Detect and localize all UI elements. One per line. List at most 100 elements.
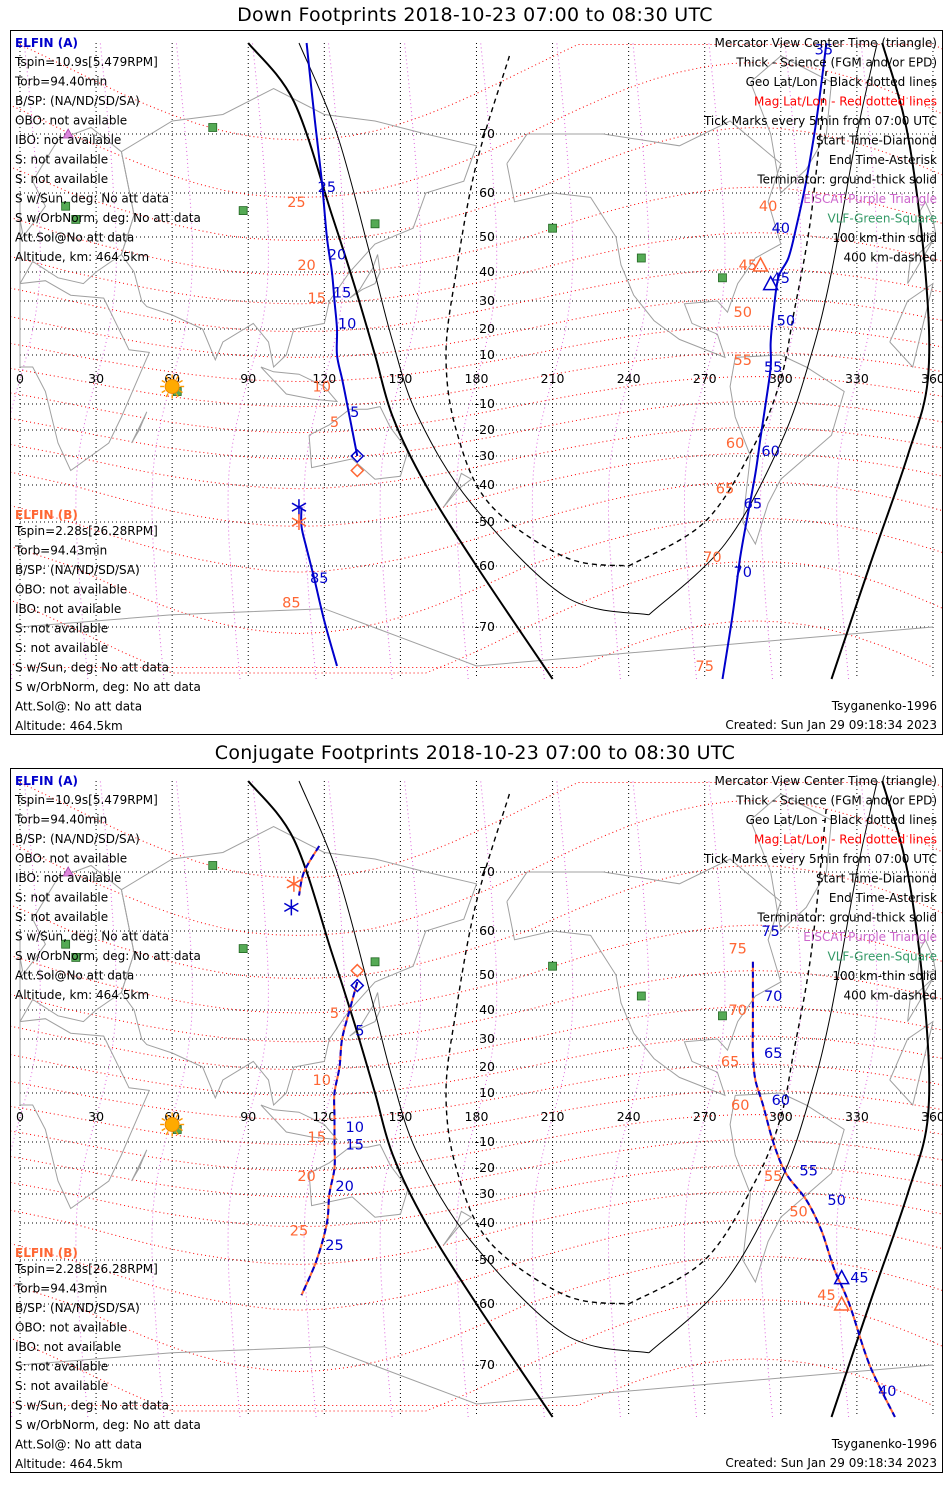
track-time-label: 40 xyxy=(772,221,790,237)
footprint-track-B xyxy=(298,845,321,896)
vlf-station-marker xyxy=(238,944,248,954)
lat-tick-label: -60 xyxy=(475,1296,495,1311)
geo-grid xyxy=(19,43,934,679)
lat-tick-label: -20 xyxy=(475,1160,495,1175)
mag-latitude-line xyxy=(19,44,942,141)
elfin-a-info-line: Torb=94.40min xyxy=(14,75,107,89)
vlf-station-marker xyxy=(636,991,646,1001)
coastline-north-america xyxy=(506,858,782,1097)
vlf-station-marker xyxy=(548,961,557,971)
coastline-north-america xyxy=(506,120,782,359)
elfin-b-info-line: Altitude: 464.5km xyxy=(15,719,123,733)
track-time-label: 55 xyxy=(764,1169,782,1185)
lon-tick-label: 180 xyxy=(465,1109,489,1124)
elfin-b-header: ELFIN (B) xyxy=(15,508,78,522)
elfin-a-header: ELFIN (A) xyxy=(15,774,78,788)
elfin-b-info-line: B/SP: (NA/ND/SD/SA) xyxy=(15,563,140,577)
elfin-a-info-line: Altitude, km: 464.5km xyxy=(15,988,149,1002)
vlf-station-marker xyxy=(718,273,727,283)
coastline-south-america xyxy=(729,1092,845,1284)
footprint-track-A-west xyxy=(751,961,896,1418)
elfin-a-info-line: Tspin=10.9s[5.479RPM] xyxy=(14,793,158,807)
coastline-uk xyxy=(19,939,24,976)
vlf-station-marker xyxy=(370,219,380,229)
elfin-a-info-line: OBO: not available xyxy=(15,114,127,128)
elfin-a-info-line: B/SP: (NA/ND/SD/SA) xyxy=(15,94,140,108)
coastline-asia xyxy=(120,825,478,1106)
ground-terminator-west xyxy=(247,42,554,680)
elfin-b-info-line: OBO: not available xyxy=(15,583,127,597)
lat-tick-label: 30 xyxy=(479,1031,495,1046)
lat-tick-label: -30 xyxy=(475,1186,495,1201)
track-time-label: 70 xyxy=(734,565,752,581)
lon-tick-label: 90 xyxy=(240,1109,256,1124)
mag-meridian-line xyxy=(379,780,422,1418)
lat-tick-label: 20 xyxy=(479,321,495,336)
lon-tick-label: 0 xyxy=(16,371,24,386)
down-panel-title: Down Footprints 2018-10-23 07:00 to 08:3… xyxy=(237,4,713,26)
center-time-triangle xyxy=(762,275,779,291)
legend-entry: Mercator View Center Time (triangle) xyxy=(715,36,937,50)
terminators xyxy=(247,780,931,1418)
track-time-label: 15 xyxy=(333,285,351,301)
lon-tick-label: 240 xyxy=(617,371,641,386)
mag-latitude-line xyxy=(11,452,942,527)
track-time-label: 25 xyxy=(287,195,305,211)
track-time-label: 55 xyxy=(799,1164,817,1180)
coastline-africa xyxy=(19,280,151,472)
mag-latitude-line xyxy=(11,1358,934,1406)
elfin-b-info-line: Torb=94.43min xyxy=(14,544,107,558)
coastlines xyxy=(19,55,937,667)
footprint-track-A-west xyxy=(721,42,828,680)
track-time-label: 60 xyxy=(726,436,744,452)
elfin-a-header: ELFIN (A) xyxy=(15,36,78,50)
legend-entry: 400 km-dashed xyxy=(843,251,937,265)
map-legend: Mercator View Center Time (triangle) Thic… xyxy=(703,774,937,1003)
lat-tick-label: 30 xyxy=(479,293,495,308)
track-time-label: 55 xyxy=(734,353,752,369)
lon-tick-label: 270 xyxy=(693,371,717,386)
conjugate-footprints-map: 0 30 60 90 120 150 180 210 240 270 300 330 360 70 60 50… xyxy=(10,768,943,1473)
legend-entry: 100 km-thin solid xyxy=(832,969,937,983)
elfin-a-info-line: S: not available xyxy=(15,910,108,924)
lat-tick-label: 50 xyxy=(479,229,495,244)
elfin-a-info-line: S w/Sun, deg: No att data xyxy=(15,930,169,944)
sun-icon xyxy=(160,1112,185,1137)
lon-tick-label: 150 xyxy=(388,371,412,386)
coastline-new-zealand xyxy=(443,1210,473,1246)
elfin-b-info: ELFIN (B) Tspin=2.28s[26.28RPM] Torb=94.43… xyxy=(14,508,201,733)
lat-tick-label: -40 xyxy=(475,477,495,492)
lat-tick-label: -70 xyxy=(475,619,495,634)
elfin-b-info-line: IBO: not available xyxy=(15,602,121,616)
lon-tick-label: 330 xyxy=(845,371,869,386)
terminator-100km-east xyxy=(648,42,878,616)
vlf-station-marker xyxy=(61,939,71,949)
elfin-a-info-line: Altitude, km: 464.5km xyxy=(15,250,149,264)
track-time-label: 15 xyxy=(307,291,325,307)
terminator-400km-east xyxy=(628,806,828,1305)
track-time-label: 85 xyxy=(310,571,328,587)
lon-tick-label: 360 xyxy=(921,371,942,386)
terminator-400km-east xyxy=(628,68,828,567)
elfin-b-info-line: S: not available xyxy=(15,1360,108,1374)
track-time-label: 45 xyxy=(739,258,757,274)
footprint-tracks xyxy=(300,42,828,680)
track-time-label: 15 xyxy=(307,1130,325,1146)
end-time-asterisk xyxy=(286,875,302,892)
lat-tick-label: 60 xyxy=(479,185,495,200)
lon-tick-label: 30 xyxy=(88,1109,104,1124)
mag-meridian-line xyxy=(531,42,574,680)
footprint-track-A-east xyxy=(305,42,359,457)
lon-tick-label: 180 xyxy=(465,371,489,386)
track-time-label: 50 xyxy=(827,1193,845,1209)
track-time-label: 35 xyxy=(815,43,833,59)
track-time-label: 45 xyxy=(817,1288,835,1304)
elfin-a-info: ELFIN (A) Tspin=10.9s[5.479RPM] Torb=94.40… xyxy=(14,774,201,1002)
mag-latitude-line xyxy=(19,782,942,879)
mag-meridian-line xyxy=(836,42,878,680)
elfin-b-header: ELFIN (B) xyxy=(15,1246,78,1260)
mag-latitude-line xyxy=(11,1299,942,1412)
coastline-greenland xyxy=(749,793,833,932)
lon-tick-label: 90 xyxy=(240,371,256,386)
coastline-japan xyxy=(349,992,381,1037)
